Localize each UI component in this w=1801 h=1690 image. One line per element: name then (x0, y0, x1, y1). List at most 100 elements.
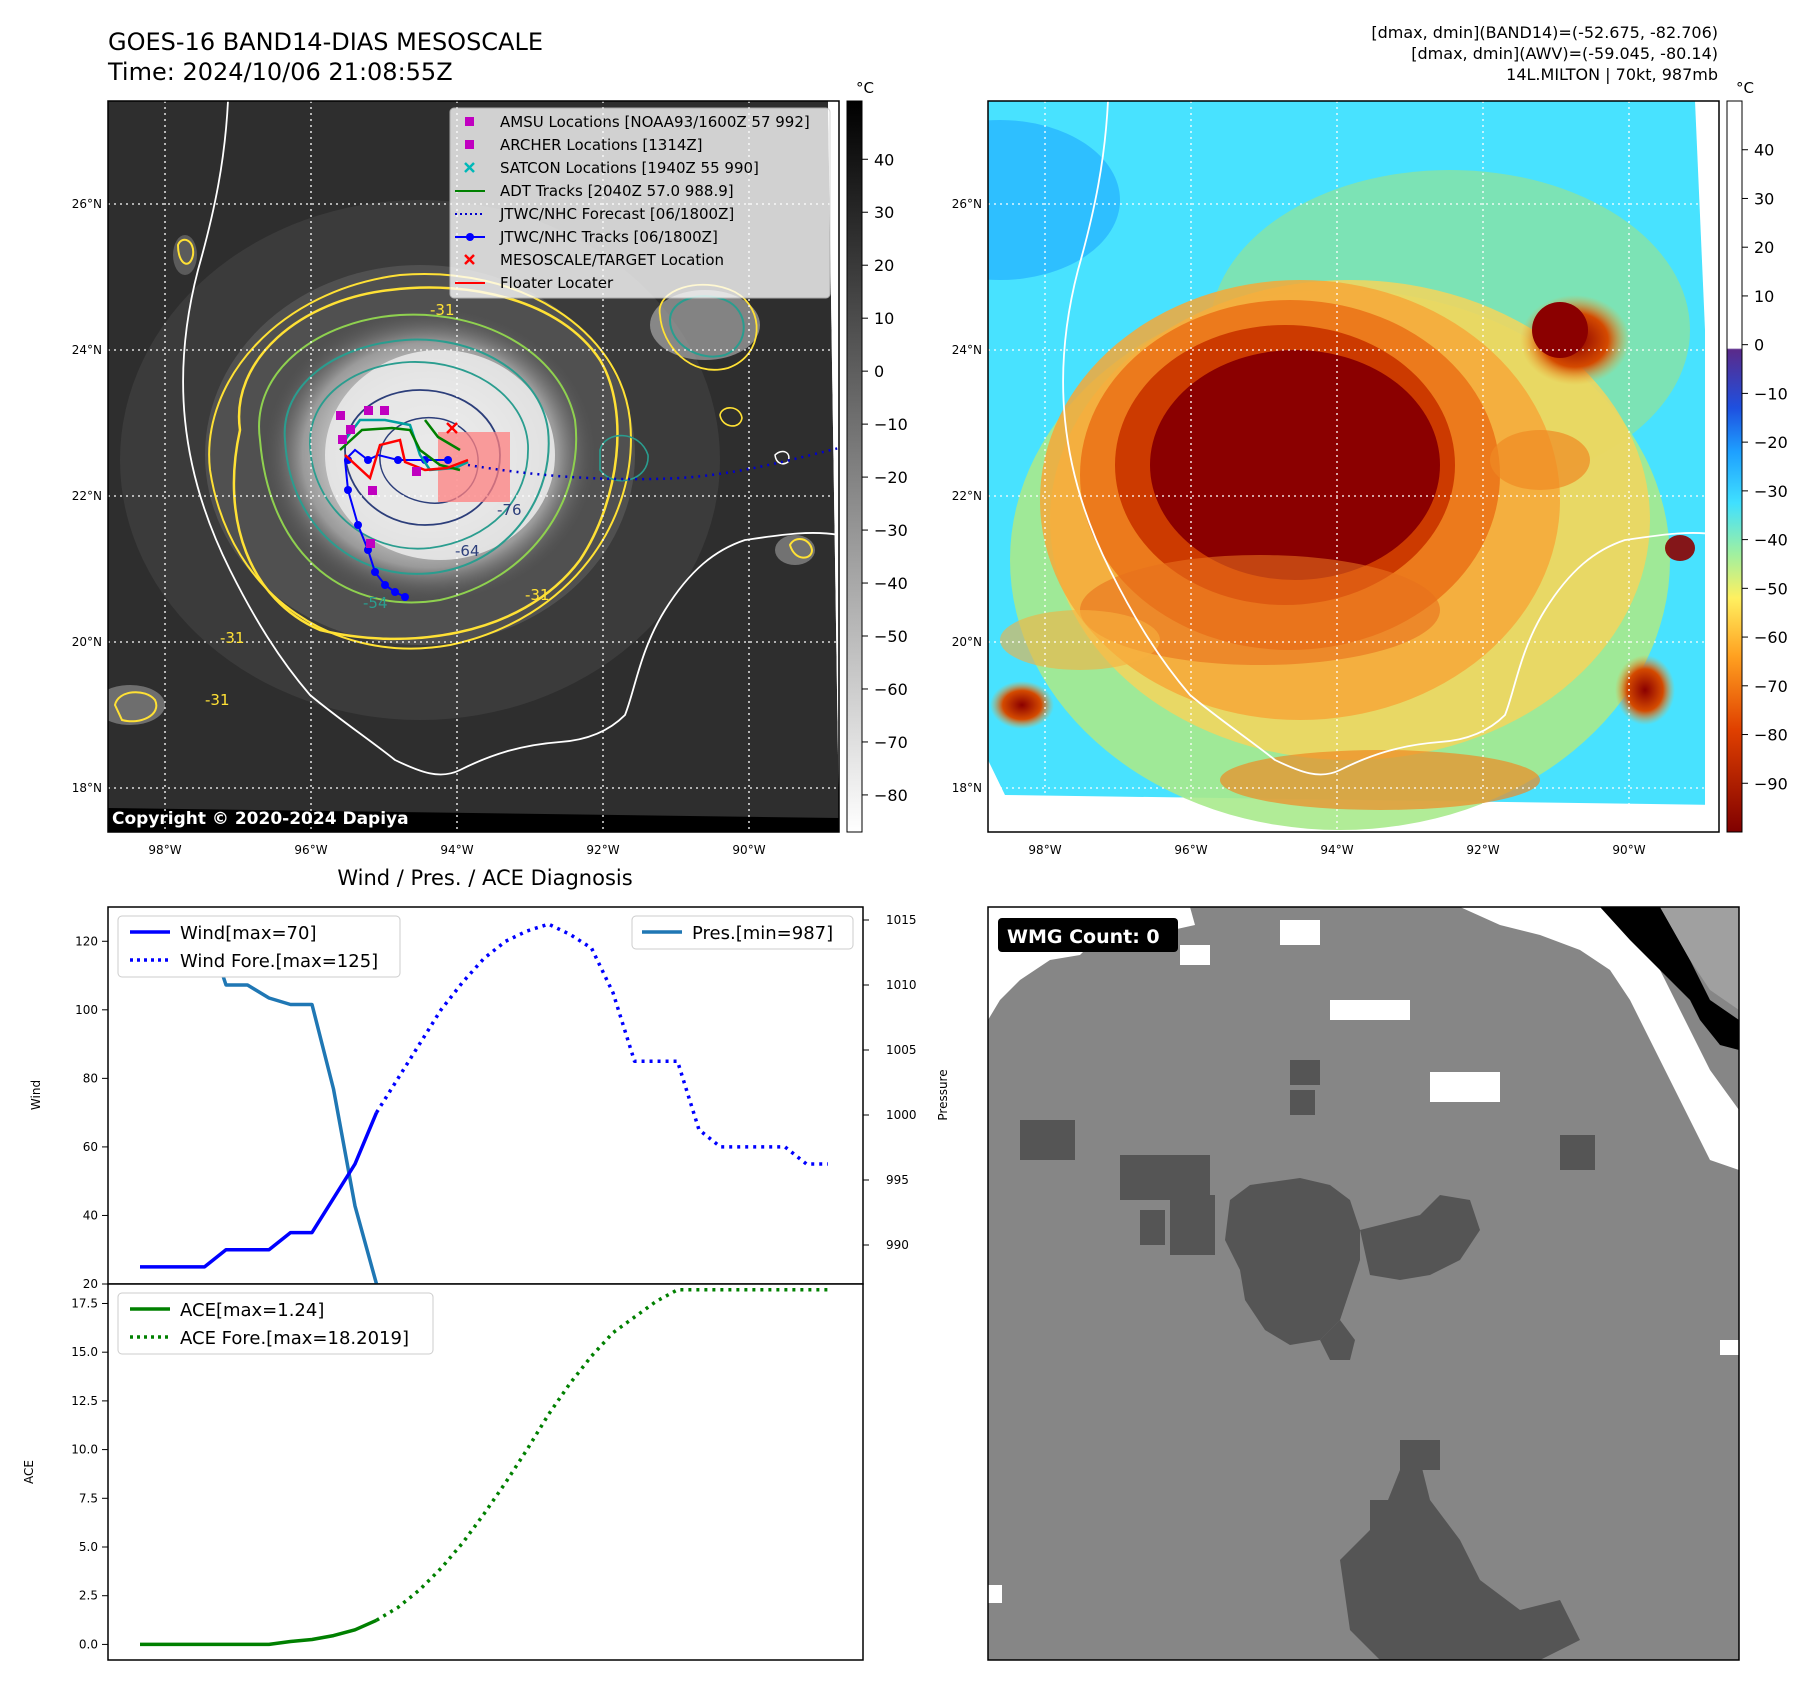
colorbar-tick-label: −60 (874, 680, 908, 699)
legend-wind-fore: Wind Fore.[max=125] (180, 951, 378, 972)
wind-legend: Wind[max=70] Wind Fore.[max=125] (117, 915, 401, 978)
colorbar-tick-label: −10 (874, 415, 908, 434)
colorbar-tick-label: −90 (1754, 774, 1788, 793)
floater-track (344, 438, 469, 481)
ace-tick-label: 7.5 (79, 1491, 98, 1505)
lat-label: 24°N (952, 343, 982, 357)
figure-time: Time: 2024/10/06 21:08:55Z (107, 58, 453, 86)
ace-tick-label: 12.5 (71, 1394, 98, 1408)
legend-tracks: JTWC/NHC Tracks [06/1800Z] (499, 228, 718, 246)
wind-tick-label: 120 (75, 934, 98, 948)
colorbar-tick-label: 40 (1754, 141, 1774, 160)
contour-label: -31 (220, 629, 245, 647)
contour-label: -54 (363, 594, 388, 612)
ace-line (140, 1618, 378, 1647)
lat-label: 18°N (952, 781, 982, 795)
lat-label: 18°N (72, 781, 102, 795)
ace-tick-label: 0.0 (79, 1637, 98, 1651)
pressure-tick-label: 1000 (886, 1108, 917, 1122)
adt-track (339, 426, 461, 472)
colorbar-tick-label: −80 (874, 786, 908, 805)
lon-label: 90°W (1612, 843, 1645, 857)
colorbar-tick-label: 0 (1754, 336, 1764, 355)
colorbar-tick-label: −80 (1754, 726, 1788, 745)
wind-tick-label: 80 (83, 1071, 98, 1085)
stats-storm: 14L.MILTON | 70kt, 987mb (1506, 65, 1718, 84)
colorbar-tick-label: −40 (1754, 531, 1788, 550)
colorbar-unit: °C (856, 79, 874, 97)
colorbar-unit: °C (1736, 79, 1754, 97)
pressure-tick-label: 990 (886, 1238, 909, 1252)
colorbar-tick-label: 10 (874, 309, 894, 328)
lon-label: 90°W (732, 843, 765, 857)
pressure-tick-label: 995 (886, 1173, 909, 1187)
ace-tick-label: 10.0 (71, 1443, 98, 1457)
lon-label: 96°W (294, 843, 327, 857)
lat-label: 22°N (952, 489, 982, 503)
colorbar-tick-label: −20 (874, 468, 908, 487)
legend-archer: ARCHER Locations [1314Z] (500, 136, 703, 154)
ace-forecast-line (375, 1288, 828, 1622)
ace-axis-label: ACE (22, 1460, 36, 1484)
wmg-warm-area (1020, 1060, 1595, 1660)
legend-mesoscale: MESOSCALE/TARGET Location (500, 251, 724, 269)
wind-axis-label: Wind (29, 1080, 43, 1110)
ir-colorbar: °C 40 30 20 10 0 −10 −20 −30 −40 −50 −60 −70 −80 (846, 79, 908, 833)
pres-legend: Pres.[min=987] (631, 915, 854, 950)
colorbar-tick-label: −70 (874, 733, 908, 752)
colorbar-tick-label: 40 (874, 150, 894, 169)
ace-tick-label: 5.0 (79, 1540, 98, 1554)
legend-ace: ACE[max=1.24] (180, 1300, 324, 1321)
contour-label: -64 (455, 542, 480, 560)
awv-gridlines (988, 101, 1719, 832)
legend-satcon: SATCON Locations [1940Z 55 990] (500, 159, 759, 177)
contour-label: -31 (525, 586, 550, 604)
lat-label: 26°N (952, 197, 982, 211)
colorbar-tick-label: 20 (874, 256, 894, 275)
wmg-panel: WMG Count: 0 (987, 906, 1740, 1661)
contour-label: -76 (497, 501, 522, 519)
copyright: Copyright © 2020-2024 Dapiya (112, 809, 409, 829)
pressure-tick-label: 1015 (886, 913, 917, 927)
stats-band14: [dmax, dmin](BAND14)=(-52.675, -82.706) (1371, 23, 1718, 42)
ir-map-panel: -31 -31 -31 -31 -54 -64 -76 Copyright © … (72, 100, 840, 857)
legend-wind: Wind[max=70] (180, 923, 317, 944)
colorbar-tick-label: 30 (874, 203, 894, 222)
colorbar-tick-label: 20 (1754, 238, 1774, 257)
colorbar-tick-label: 0 (874, 362, 884, 381)
wind-tick-label: 20 (83, 1277, 98, 1291)
legend-ace-fore: ACE Fore.[max=18.2019] (180, 1328, 409, 1349)
pressure-tick-label: 1010 (886, 978, 917, 992)
lat-label: 20°N (952, 635, 982, 649)
colorbar-tick-label: 30 (1754, 189, 1774, 208)
wmg-count: WMG Count: 0 (1007, 926, 1160, 948)
ace-tick-label: 15.0 (71, 1345, 98, 1359)
colorbar-tick-label: 10 (1754, 287, 1774, 306)
lat-label: 26°N (72, 197, 102, 211)
lat-label: 24°N (72, 343, 102, 357)
diag-title: Wind / Pres. / ACE Diagnosis (337, 866, 632, 890)
contour-label: -31 (205, 691, 230, 709)
lon-label: 94°W (440, 843, 473, 857)
mesoscale-target-marker (446, 422, 458, 434)
lon-label: 98°W (148, 843, 181, 857)
ace-panel: 17.5 15.0 12.5 10.0 7.5 5.0 2.5 0.0 ACE ACE[max… (22, 1283, 864, 1661)
lon-label: 94°W (1320, 843, 1353, 857)
ace-legend: ACE[max=1.24] ACE Fore.[max=18.2019] (117, 1292, 434, 1355)
lat-label: 22°N (72, 489, 102, 503)
wind-pressure-panel: 120 100 80 60 40 20 1015 1010 1005 1000 995 990 Wi… (29, 906, 950, 1291)
lon-label: 96°W (1174, 843, 1207, 857)
colorbar-tick-label: −20 (1754, 433, 1788, 452)
wmg-badge (998, 918, 1178, 952)
ir-legend: AMSU Locations [NOAA93/1600Z 57 992] ARC… (449, 107, 831, 299)
lat-label: 20°N (72, 635, 102, 649)
lon-label: 92°W (1466, 843, 1499, 857)
stats-awv: [dmax, dmin](AWV)=(-59.045, -80.14) (1411, 44, 1718, 63)
legend-forecast: JTWC/NHC Forecast [06/1800Z] (499, 205, 734, 223)
amsu-archer-markers (336, 406, 421, 548)
colorbar-tick-label: −50 (874, 627, 908, 646)
wind-tick-label: 60 (83, 1140, 98, 1154)
pressure-tick-label: 1005 (886, 1043, 917, 1057)
legend-pres: Pres.[min=987] (692, 923, 833, 944)
